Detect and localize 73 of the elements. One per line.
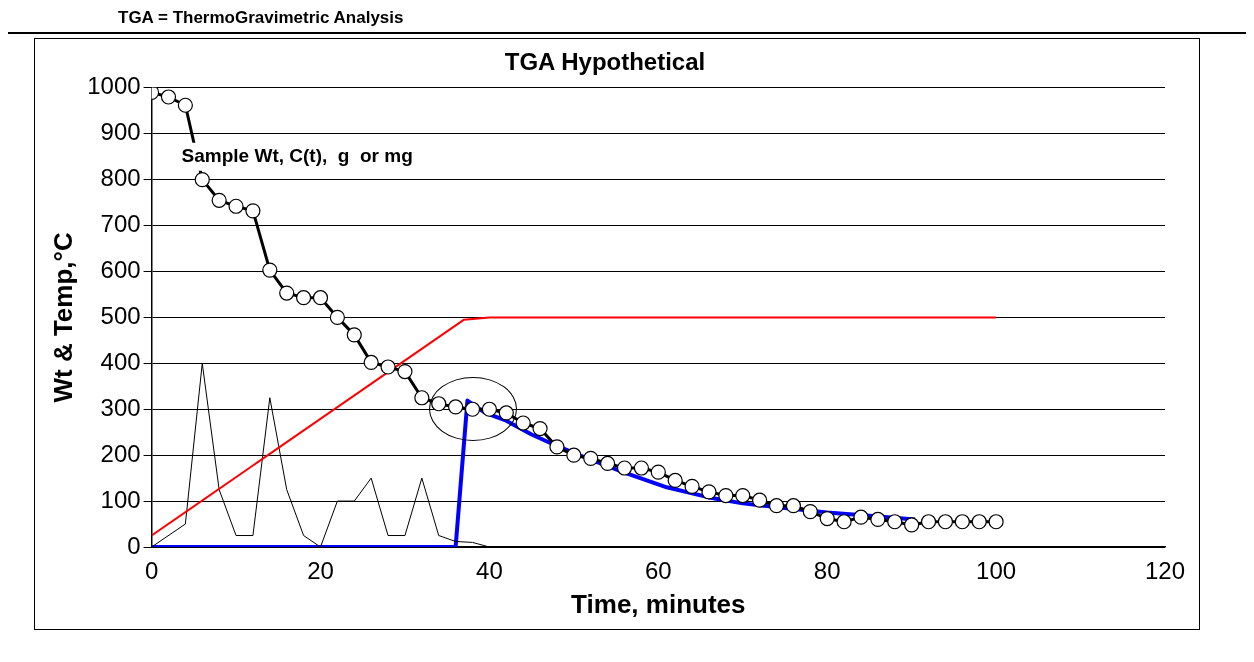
point: [481, 401, 497, 417]
point: [600, 455, 616, 472]
point: [228, 198, 244, 214]
chart-title: TGA Hypothetical: [504, 48, 706, 76]
y-tick-label: 900: [100, 118, 141, 146]
point: [245, 203, 261, 219]
y-tick-label: 500: [100, 302, 141, 330]
point: [954, 514, 970, 530]
point: [532, 420, 548, 437]
point: [633, 460, 650, 476]
point: [887, 514, 903, 530]
text: TGA = ThermoGravimetric Analysis: [118, 8, 404, 27]
point: [194, 172, 210, 188]
point: [650, 464, 666, 480]
point: [667, 472, 683, 489]
point: [448, 399, 464, 415]
point: [346, 327, 362, 343]
point: [870, 511, 886, 528]
point: [819, 510, 835, 527]
point: [296, 290, 312, 306]
point: [498, 405, 514, 421]
point: [380, 359, 396, 375]
point: [583, 450, 599, 466]
y-tick-label: 200: [100, 439, 141, 467]
y-tick-label: 0: [127, 531, 141, 559]
point: [836, 514, 852, 530]
point: [329, 309, 345, 325]
point: [937, 514, 954, 530]
x-tick-label: 40: [476, 557, 503, 585]
x-tick-label: 20: [307, 557, 334, 585]
y-tick-label: 300: [100, 393, 141, 421]
y-tick-label: 800: [100, 164, 141, 192]
point: [684, 478, 700, 494]
point: [566, 447, 582, 463]
point: [160, 89, 177, 105]
point: [752, 492, 768, 508]
point: [363, 354, 379, 370]
point: [718, 487, 734, 504]
point: [701, 484, 717, 500]
point: [988, 514, 1004, 530]
point: [853, 509, 869, 525]
point: [904, 517, 920, 533]
series-label: Sample Wt, C(t), g or mg: [181, 144, 413, 166]
y-tick-label: 400: [100, 347, 141, 375]
point: [464, 401, 481, 417]
point: [735, 487, 751, 504]
point: [549, 439, 565, 455]
x-tick-label: 80: [813, 557, 841, 585]
x-axis-title: Time, minutes: [571, 588, 746, 619]
y-tick-label: 100: [100, 485, 141, 513]
x-tick-label: 120: [1144, 557, 1186, 585]
point: [262, 262, 278, 278]
x-tick-label: 0: [144, 557, 159, 585]
point: [312, 290, 329, 306]
y-tick-label: 600: [100, 256, 141, 284]
y-tick-label: 700: [100, 210, 141, 238]
point: [616, 460, 633, 476]
point: [211, 192, 227, 208]
y-axis-title: Wt & Temp,°C: [47, 232, 78, 403]
point: [177, 97, 193, 113]
point: [431, 396, 447, 412]
point: [414, 390, 430, 406]
y-tick-label: 1000: [87, 72, 141, 100]
point: [802, 504, 818, 520]
point: [515, 415, 531, 431]
x-tick-label: 100: [976, 557, 1017, 585]
x-tick-label: 60: [644, 557, 672, 585]
point: [397, 363, 413, 380]
point: [971, 514, 987, 530]
point: [279, 285, 295, 301]
point: [785, 498, 802, 514]
point: [920, 514, 937, 530]
point: [768, 498, 785, 514]
